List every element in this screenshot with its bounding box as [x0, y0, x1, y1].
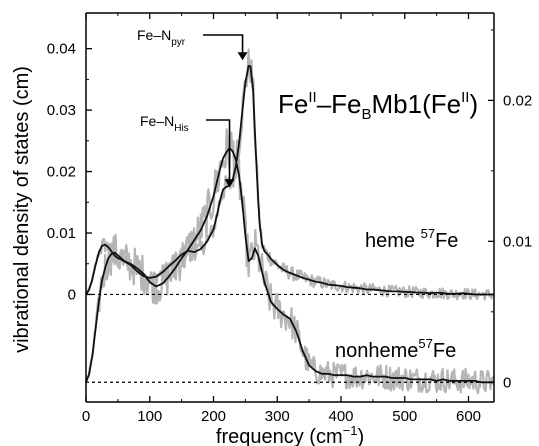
fit-curves-layer	[85, 64, 494, 384]
series-label-heme: heme 57Fe	[365, 226, 458, 252]
x-tick-label-400: 400	[328, 408, 353, 425]
raw-data-nonheme	[84, 127, 495, 395]
arrow-head-fe-nhis	[224, 179, 235, 188]
x-tick-label-0: 0	[82, 408, 90, 425]
left-tick-label-1: 0.01	[47, 225, 76, 242]
annotation-fe-npyr: Fe–Npyr	[137, 27, 186, 48]
right-tick-label-0: 0	[503, 374, 511, 391]
arrow-line-fe-nhis	[206, 119, 231, 182]
x-axis-title: frequency (cm−1)	[216, 423, 364, 446]
annotation-fe-nhis: Fe–NHis	[140, 113, 189, 134]
x-tick-label-500: 500	[392, 408, 417, 425]
series-line-heme	[85, 64, 494, 296]
labels-layer: frequency (cm−1) vibrational density of s…	[11, 27, 478, 446]
left-tick-label-3: 0.03	[47, 102, 76, 119]
ticks-layer: 0 100 200 300 400 500 600 0 0.01 0.02 0.03 0.04 0 0.0…	[47, 13, 532, 425]
y-axis-title: vibrational density of states (cm)	[11, 66, 33, 353]
left-tick-label-0: 0	[68, 286, 76, 303]
left-tick-label-2: 0.02	[47, 164, 76, 181]
arrow-head-fe-npyr	[237, 52, 248, 61]
x-tick-label-100: 100	[137, 408, 162, 425]
arrow-line-fe-npyr	[203, 34, 244, 55]
right-tick-label-1: 0.01	[503, 233, 532, 250]
x-tick-label-200: 200	[201, 408, 226, 425]
sample-label: FeII–FeBMb1(FeII)	[278, 89, 478, 123]
raw-data-heme	[85, 48, 495, 301]
series-label-nonheme: nonheme57Fe	[335, 336, 456, 362]
axes-layer	[85, 12, 495, 403]
x-tick-label-600: 600	[456, 408, 481, 425]
series-line-nonheme	[85, 147, 494, 384]
x-tick-label-300: 300	[265, 408, 290, 425]
right-tick-label-2: 0.02	[503, 92, 532, 109]
left-tick-label-4: 0.04	[47, 41, 76, 58]
raw-data-layer	[84, 48, 495, 395]
